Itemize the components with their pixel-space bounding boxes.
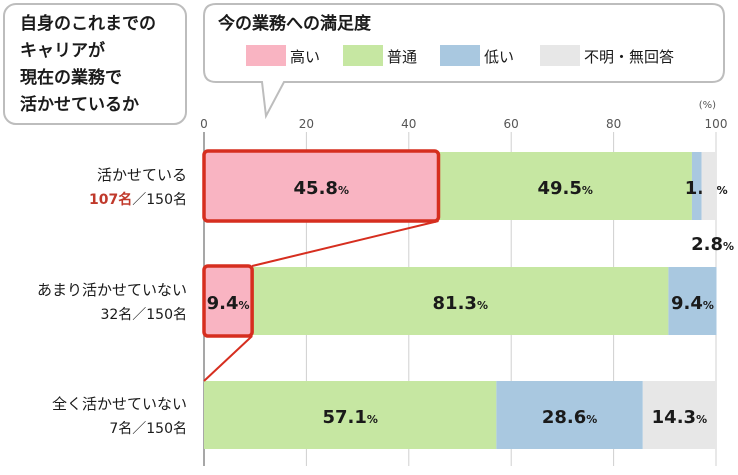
highlight-box-0 [202,149,441,223]
row-count-1: 32名／150名 [100,307,187,323]
bar-value-r1-s1: 81.3% [433,293,488,314]
x-tick-label-5: 100 [705,117,728,131]
row-count-0: 107名／150名 [89,191,187,208]
bar-value-r2-s3: 14.3% [652,407,707,428]
x-tick-label-2: 40 [401,117,416,131]
legend-label-1: 普通 [387,48,417,66]
bar-value-r2-s1: 57.1% [322,407,377,428]
bar-r1-s1 [252,267,669,335]
bar-r2-s2 [496,381,643,449]
bar-r2-s3 [642,381,716,449]
connector-line-0 [251,220,439,267]
bar-r0-s3 [701,152,716,220]
bar-r1-s0 [204,267,253,335]
legend-swatch-1 [343,45,383,66]
bar-r0-s2 [691,152,702,220]
bar-r1-s2 [668,267,717,335]
legend-label-0: 高い [290,48,320,66]
x-tick-label-1: 20 [299,117,314,131]
x-tick-label-0: 0 [200,117,208,131]
question-line-3: 現在の業務で [20,67,122,88]
legend-swatch-3 [540,45,580,66]
x-tick-label-3: 60 [504,117,519,131]
x-tick-label-4: 80 [606,117,621,131]
row-count-2: 7名／150名 [109,421,187,437]
legend-label-3: 不明・無回答 [584,48,674,66]
bar-value-r1-s0: 9.4% [207,293,250,314]
row-label-0: 活かせている [97,166,187,184]
legend-callout: 今の業務への満足度 高い 普通 低い 不明・無回答 [203,3,725,120]
question-line-4: 活かせているか [20,94,139,115]
question-callout-box [3,3,187,125]
bar-r0-s1 [438,152,692,220]
highlight-box-1 [202,264,254,338]
bar-value-r2-s2: 28.6% [542,407,597,428]
legend-swatch-0 [246,45,286,66]
question-line-2: キャリアが [20,40,105,61]
row-label-2: 全く活かせていない [52,395,187,413]
bar-r2-s1 [204,381,497,449]
bar-value-r1-s2: 9.4% [671,293,714,314]
connector-line-1 [203,335,253,382]
x-unit-label: (%) [699,100,716,111]
legend-swatch-2 [440,45,480,66]
question-callout: 自身のこれまでの キャリアが 現在の業務で 活かせているか [3,3,187,125]
bar-value-r0-s0: 45.8% [294,178,349,199]
question-line-1: 自身のこれまでの [20,13,156,34]
bar-value-r0-s3: 2.8% [691,234,734,255]
bar-r0-s0 [204,152,439,220]
row-label-1: あまり活かせていない [37,281,187,299]
bar-value-r0-s1: 49.5% [537,178,592,199]
legend-label-2: 低い [484,48,514,66]
legend-title: 今の業務への満足度 [218,13,372,34]
